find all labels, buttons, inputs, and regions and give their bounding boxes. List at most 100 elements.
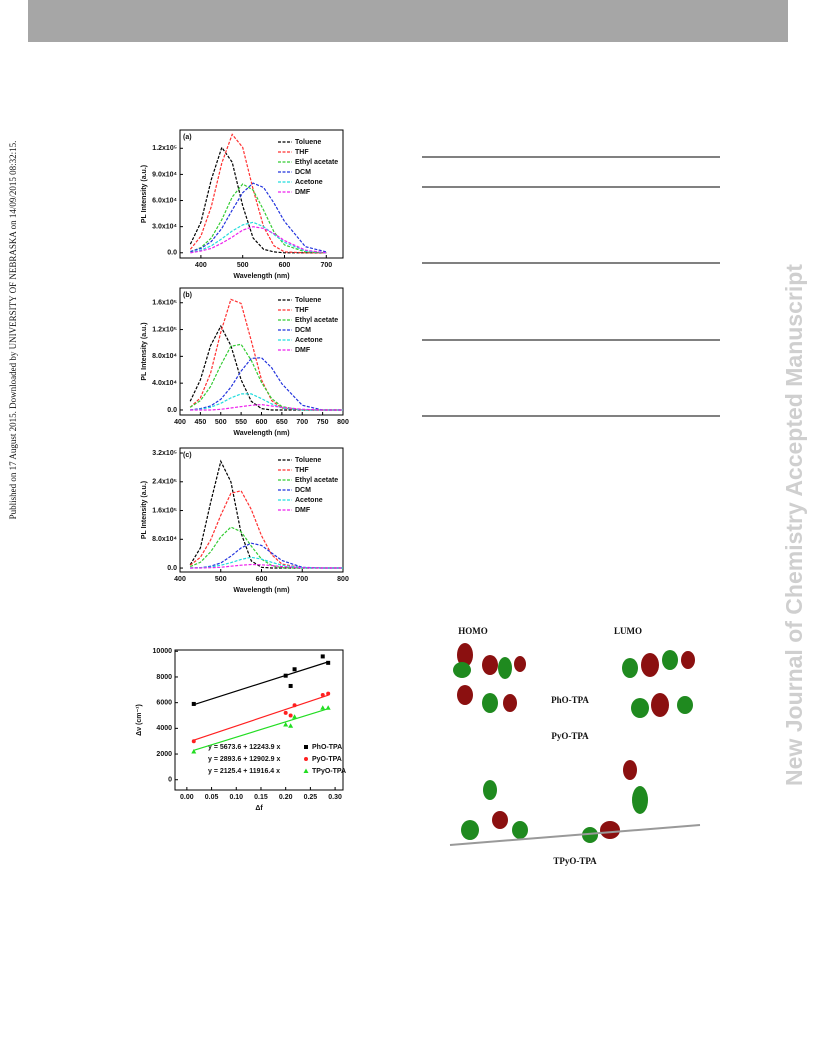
lobe	[622, 658, 638, 678]
x-tick-label: 800	[337, 576, 349, 583]
molecule-label: PyO-TPA	[551, 731, 589, 741]
orbital-header: HOMO	[458, 626, 488, 636]
lobe	[498, 657, 512, 679]
y-tick-label: 8.0x10⁴	[152, 353, 177, 360]
y-tick-label: 1.6x10⁵	[152, 507, 177, 514]
x-tick-label: 550	[235, 419, 247, 426]
legend-label: Acetone	[295, 179, 323, 186]
plot-frame	[179, 129, 344, 259]
legend-label: Toluene	[295, 457, 321, 464]
y-tick-label: 3.2x10⁵	[152, 450, 177, 457]
legend-label: DMF	[295, 189, 311, 196]
y-tick-label: 6.0x10⁴	[152, 197, 177, 204]
x-axis-label: Wavelength (nm)	[233, 587, 289, 594]
series-line	[190, 556, 343, 569]
lobe	[482, 693, 498, 713]
x-tick-label: 0.20	[279, 794, 293, 801]
lobe	[457, 685, 473, 705]
header-bar	[28, 0, 788, 42]
x-tick-label: 450	[195, 419, 207, 426]
lobe	[600, 821, 620, 839]
y-axis-label: PL Intensity (a.u.)	[141, 322, 148, 380]
x-axis-label: Wavelength (nm)	[233, 430, 289, 437]
series-line	[190, 357, 343, 411]
x-tick-label: 0.00	[180, 794, 194, 801]
lobe	[677, 696, 693, 714]
y-axis-label: Δν (cm⁻¹)	[136, 704, 143, 736]
point	[288, 723, 294, 728]
y-tick-label: 3.0x10⁴	[152, 223, 177, 230]
series-line	[190, 542, 343, 569]
legend-label: Toluene	[295, 297, 321, 304]
y-axis-label: PL Intensity (a.u.)	[141, 165, 148, 223]
legend-label: PhO-TPA	[312, 744, 342, 751]
y-tick-label: 2000	[156, 751, 172, 758]
point	[292, 703, 297, 708]
legend-label: DCM	[295, 487, 311, 494]
legend-label: DMF	[295, 507, 311, 514]
series-line	[189, 343, 343, 411]
orbital-blobs	[449, 643, 701, 846]
x-tick-label: 500	[215, 576, 227, 583]
series-line	[190, 183, 327, 254]
y-tick-label: 0	[168, 777, 172, 784]
y-tick-label: 10000	[153, 648, 173, 655]
point	[304, 745, 308, 749]
lobe	[492, 811, 508, 829]
x-tick-label: 700	[320, 262, 332, 269]
panel-label: (c)	[183, 452, 192, 459]
y-tick-label: 0.0	[167, 250, 177, 257]
x-tick-label: 800	[337, 419, 349, 426]
orbital-figure: HOMO LUMO PhO-	[449, 626, 701, 866]
point	[191, 739, 196, 744]
watermark: New Journal of Chemistry Accepted Manusc…	[781, 264, 807, 786]
point	[288, 713, 293, 718]
series-line	[190, 393, 343, 411]
point	[283, 710, 288, 715]
series-line	[189, 133, 327, 254]
x-tick-label: 0.15	[254, 794, 268, 801]
lobe	[623, 760, 637, 780]
legend-label: Ethyl acetate	[295, 477, 338, 484]
x-tick-label: 500	[215, 419, 227, 426]
point	[304, 757, 308, 761]
y-tick-label: 2.4x10⁵	[152, 479, 177, 486]
point	[283, 721, 289, 727]
legend-equation: y = 2125.4 + 11916.4 x	[208, 768, 280, 775]
x-tick-label: 600	[256, 576, 268, 583]
panel-label: (a)	[183, 134, 192, 141]
legend-label: Acetone	[295, 337, 323, 344]
y-tick-label: 1.6x10⁵	[152, 300, 177, 307]
fit-line	[193, 661, 329, 706]
legend-label: Toluene	[295, 139, 321, 146]
point	[326, 660, 331, 665]
x-tick-label: 0.10	[229, 794, 243, 801]
legend-label: THF	[295, 149, 309, 156]
lobe	[482, 655, 498, 675]
plot-frame	[174, 649, 344, 791]
point	[288, 683, 293, 688]
x-tick-label: 700	[296, 576, 308, 583]
y-tick-label: 9.0x10⁴	[152, 171, 177, 178]
fit-line	[193, 708, 329, 751]
x-axis-label: Δf	[255, 805, 263, 812]
x-tick-label: 700	[296, 419, 308, 426]
plot-frame	[179, 447, 344, 573]
legend-label: THF	[295, 467, 309, 474]
lobe	[512, 821, 528, 839]
point	[320, 705, 326, 710]
legend-label: THF	[295, 307, 309, 314]
molecule-label: TPyO-TPA	[553, 856, 597, 866]
x-tick-label: 600	[256, 419, 268, 426]
point	[191, 748, 197, 754]
legend-label: TPyO-TPA	[312, 768, 346, 775]
point	[326, 691, 331, 696]
lobe	[632, 786, 648, 814]
series-line	[190, 226, 327, 254]
molecule-label: PhO-TPA	[551, 695, 589, 705]
lobe	[503, 694, 517, 712]
y-tick-label: 0.0	[167, 407, 177, 414]
x-tick-label: 0.25	[304, 794, 318, 801]
point	[292, 714, 298, 719]
